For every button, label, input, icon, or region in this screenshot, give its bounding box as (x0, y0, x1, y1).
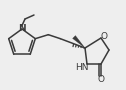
Polygon shape (73, 36, 85, 48)
Text: O: O (98, 76, 104, 85)
Text: O: O (101, 31, 107, 40)
Text: N: N (18, 24, 26, 33)
Text: HN: HN (75, 64, 89, 73)
